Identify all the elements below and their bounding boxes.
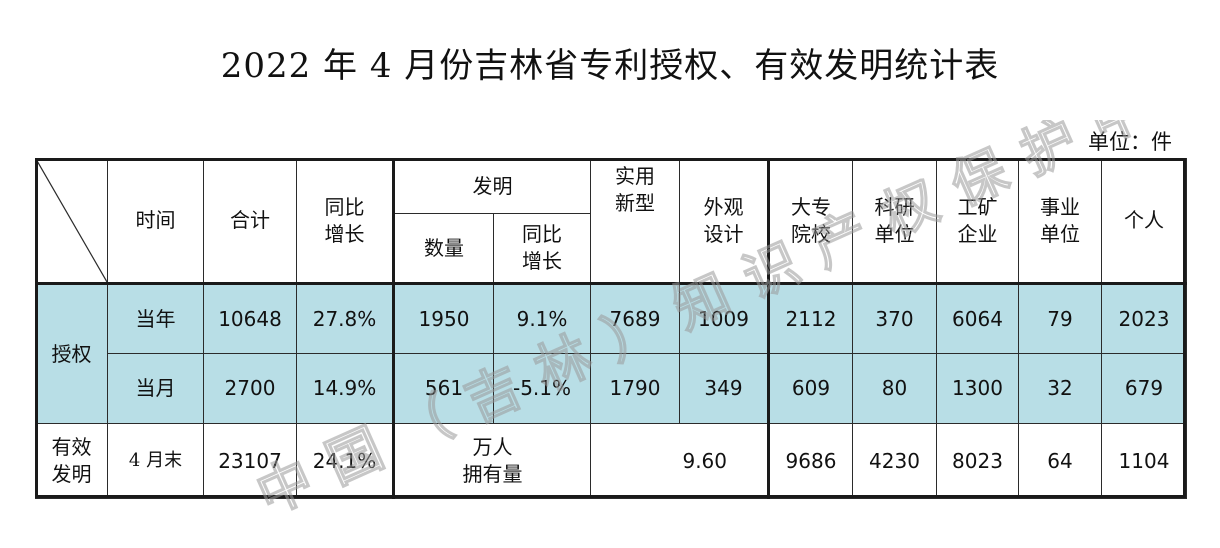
header-time: 时间 (108, 159, 204, 284)
header-invention-yoy: 同比 增长 (494, 214, 591, 284)
cell-college: 9686 (769, 424, 853, 499)
cell-time: 当年 (108, 284, 204, 354)
row-group-grant: 授权 (36, 284, 108, 424)
cell-institution: 79 (1019, 284, 1102, 354)
cell-individual: 679 (1102, 354, 1187, 424)
cell-institution: 64 (1019, 424, 1102, 499)
statistics-table-container: 时间 合计 同比 增长 发明 实用 新型 外观 设计 大专 院校 科研 单位 工… (35, 158, 1186, 498)
row-group-valid: 有效 发明 (36, 424, 108, 499)
corner-cell (36, 159, 108, 284)
cell-industry: 1300 (937, 354, 1019, 424)
cell-design: 1009 (680, 284, 769, 354)
cell-college: 609 (769, 354, 853, 424)
header-industry: 工矿 企业 (937, 159, 1019, 284)
cell-individual: 2023 (1102, 284, 1187, 354)
header-college: 大专 院校 (769, 159, 853, 284)
table-row-grant-month: 当月 2700 14.9% 561 -5.1% 1790 349 609 80 … (36, 354, 1187, 424)
header-institution: 事业 单位 (1019, 159, 1102, 284)
cell-individual: 1104 (1102, 424, 1187, 499)
header-design: 外观 设计 (680, 159, 769, 284)
cell-research: 370 (853, 284, 937, 354)
table-row-valid-invention: 有效 发明 4 月末 23107 24.1% 万人 拥有量 9.60 9686 … (36, 424, 1187, 499)
cell-per-10k-value: 9.60 (591, 424, 769, 499)
unit-label: 单位：件 (1088, 126, 1172, 156)
cell-industry: 8023 (937, 424, 1019, 499)
diagonal-line (36, 159, 107, 282)
cell-research: 80 (853, 354, 937, 424)
cell-invention-yoy: -5.1% (494, 354, 591, 424)
header-individual: 个人 (1102, 159, 1187, 284)
statistics-table: 时间 合计 同比 增长 发明 实用 新型 外观 设计 大专 院校 科研 单位 工… (35, 158, 1187, 499)
cell-utility: 1790 (591, 354, 680, 424)
cell-per-10k-label: 万人 拥有量 (394, 424, 591, 499)
cell-industry: 6064 (937, 284, 1019, 354)
cell-institution: 32 (1019, 354, 1102, 424)
cell-yoy: 14.9% (297, 354, 394, 424)
cell-total: 23107 (204, 424, 297, 499)
cell-total: 10648 (204, 284, 297, 354)
page-title: 2022 年 4 月份吉林省专利授权、有效发明统计表 (0, 38, 1220, 87)
header-yoy: 同比 增长 (297, 159, 394, 284)
header-utility: 实用 新型 (591, 159, 680, 284)
header-invention-count: 数量 (394, 214, 494, 284)
cell-college: 2112 (769, 284, 853, 354)
header-total: 合计 (204, 159, 297, 284)
cell-yoy: 27.8% (297, 284, 394, 354)
cell-invention-count: 1950 (394, 284, 494, 354)
cell-utility: 7689 (591, 284, 680, 354)
header-invention: 发明 (394, 159, 591, 214)
cell-invention-yoy: 9.1% (494, 284, 591, 354)
header-research: 科研 单位 (853, 159, 937, 284)
cell-time: 4 月末 (108, 424, 204, 499)
cell-yoy: 24.1% (297, 424, 394, 499)
cell-time: 当月 (108, 354, 204, 424)
cell-total: 2700 (204, 354, 297, 424)
cell-design: 349 (680, 354, 769, 424)
table-row-grant-year: 授权 当年 10648 27.8% 1950 9.1% 7689 1009 21… (36, 284, 1187, 354)
cell-research: 4230 (853, 424, 937, 499)
cell-invention-count: 561 (394, 354, 494, 424)
